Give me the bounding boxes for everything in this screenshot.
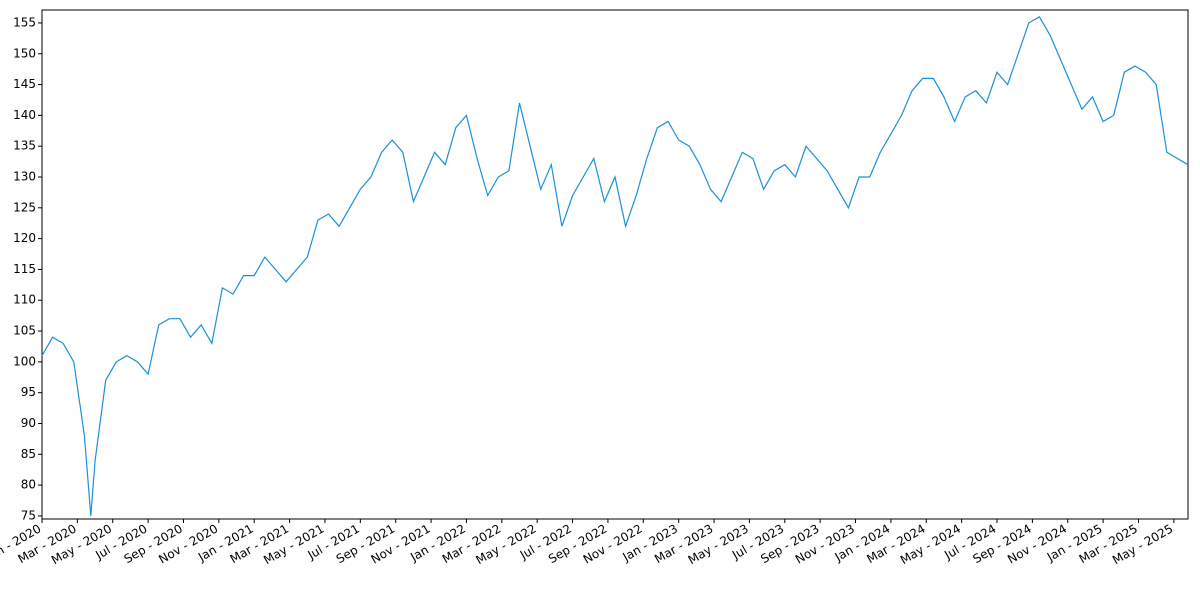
y-tick-label: 125 [13, 200, 36, 214]
data-line [41, 15, 1189, 516]
y-tick-label: 145 [13, 77, 36, 91]
y-tick-label: 135 [13, 139, 36, 153]
y-tick-label: 100 [13, 354, 36, 368]
plot-frame [41, 9, 1189, 520]
y-tick-label: 80 [21, 478, 36, 492]
y-tick-label: 105 [13, 324, 36, 338]
y-tick-label: 110 [13, 293, 36, 307]
y-tick-label: 130 [13, 169, 36, 183]
y-tick-label: 90 [21, 416, 36, 430]
y-tick-label: 120 [13, 231, 36, 245]
y-tick-label: 150 [13, 46, 36, 60]
y-tick-label: 140 [13, 108, 36, 122]
y-tick-label: 155 [13, 15, 36, 29]
y-tick-label: 115 [13, 262, 36, 276]
y-tick-label: 95 [21, 385, 36, 399]
y-tick-label: 85 [21, 447, 36, 461]
y-tick-label: 75 [21, 508, 36, 522]
